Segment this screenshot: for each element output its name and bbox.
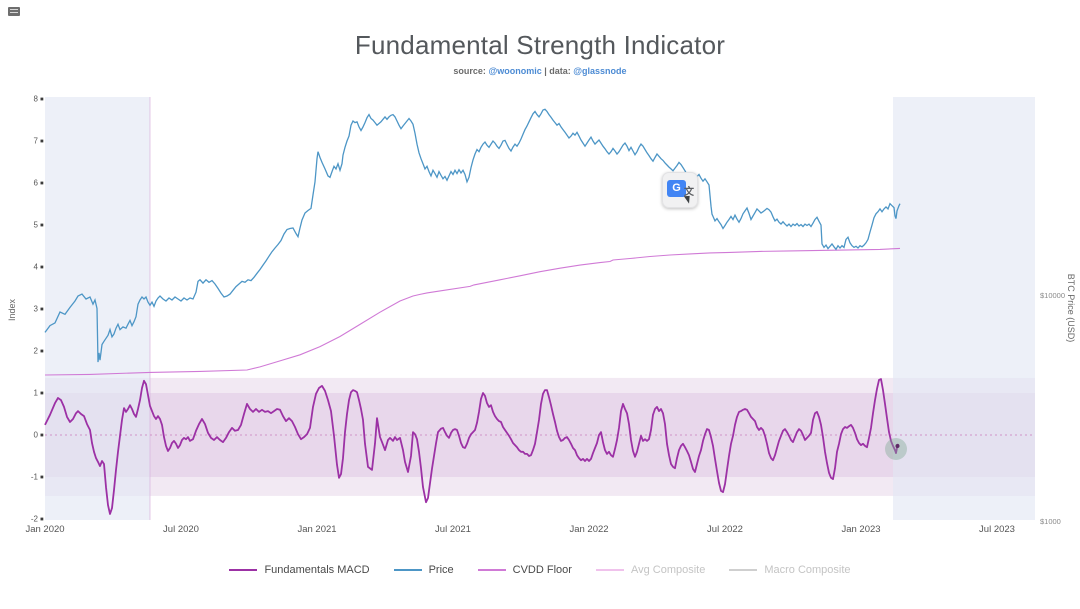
y-left-tick-mark bbox=[40, 139, 44, 143]
y-left-tick-label: -2 bbox=[31, 515, 39, 524]
y-left-tick-label: 4 bbox=[34, 263, 39, 272]
x-tick-label: Jan 2021 bbox=[297, 524, 336, 535]
y-left-tick-label: 6 bbox=[34, 179, 39, 188]
translate-zh-glyph: 文 bbox=[684, 187, 694, 198]
google-translate-icon: G bbox=[667, 180, 686, 197]
legend: Fundamentals MACD Price CVDD Floor Avg Comp… bbox=[0, 564, 1080, 576]
y-left-tick-label: 2 bbox=[34, 347, 39, 356]
x-axis-ticks: Jan 2020 Jul 2020 Jan 2021 Jul 2021 Jan 2022… bbox=[25, 524, 1015, 535]
y-left-tick-label: 7 bbox=[34, 137, 39, 146]
macd-line bbox=[44, 378, 899, 515]
legend-item[interactable]: CVDD Floor bbox=[477, 564, 572, 576]
x-tick-label: Jul 2022 bbox=[707, 524, 743, 535]
legend-swatch bbox=[393, 569, 422, 571]
google-translate-button[interactable]: G 文 bbox=[662, 172, 698, 208]
legend-swatch bbox=[729, 569, 758, 571]
touch-indicator bbox=[885, 438, 907, 460]
legend-label: Fundamentals MACD bbox=[264, 564, 370, 576]
legend-item[interactable]: Price bbox=[393, 564, 454, 576]
y-axis-left-ticks: 8 7 6 5 4 3 2 1 0 -1 -2 bbox=[31, 95, 44, 524]
legend-item[interactable]: Macro Composite bbox=[729, 564, 851, 576]
corner-mark bbox=[8, 7, 20, 16]
subtitle-separator: | bbox=[541, 66, 550, 76]
y-left-tick-mark bbox=[40, 97, 44, 101]
y-axis-right-title: BTC Price (USD) bbox=[1066, 274, 1076, 343]
y-right-tick-label: $1000 bbox=[1040, 517, 1061, 526]
right-shaded-region bbox=[893, 97, 1035, 520]
price-line bbox=[44, 108, 901, 363]
data-label: data: bbox=[549, 66, 574, 76]
y-left-tick-label: 0 bbox=[34, 431, 39, 440]
legend-label: Price bbox=[428, 564, 454, 576]
y-left-tick-label: 8 bbox=[34, 95, 39, 104]
legend-label: CVDD Floor bbox=[512, 564, 572, 576]
y-left-tick-mark bbox=[40, 307, 44, 311]
x-tick-label: Jan 2023 bbox=[841, 524, 880, 535]
legend-swatch bbox=[477, 569, 506, 571]
legend-item[interactable]: Avg Composite bbox=[595, 564, 706, 576]
legend-label: Avg Composite bbox=[630, 564, 706, 576]
source-handle-link[interactable]: @woonomic bbox=[488, 66, 542, 76]
y-left-tick-label: 3 bbox=[34, 305, 39, 314]
cvdd-floor-line bbox=[44, 247, 901, 376]
y-left-tick-mark bbox=[40, 475, 44, 479]
y-left-tick-mark bbox=[40, 265, 44, 269]
y-right-tick-label: $10000 bbox=[1040, 291, 1065, 300]
y-left-tick-mark bbox=[40, 349, 44, 353]
chart-subtitle: source: @woonomic | data: @glassnode bbox=[0, 66, 1080, 76]
y-left-tick-mark bbox=[40, 433, 44, 437]
x-tick-label: Jan 2022 bbox=[569, 524, 608, 535]
x-tick-label: Jul 2020 bbox=[163, 524, 199, 535]
y-left-tick-label: 1 bbox=[34, 389, 39, 398]
legend-item[interactable]: Fundamentals MACD bbox=[229, 564, 370, 576]
x-tick-label: Jul 2023 bbox=[979, 524, 1015, 535]
chart-title: Fundamental Strength Indicator bbox=[354, 30, 726, 60]
y-left-tick-mark bbox=[40, 517, 44, 521]
y-left-tick-mark bbox=[40, 181, 44, 185]
legend-label: Macro Composite bbox=[764, 564, 851, 576]
x-tick-label: Jan 2020 bbox=[25, 524, 64, 535]
y-left-tick-label: -1 bbox=[31, 473, 39, 482]
x-tick-label: Jul 2021 bbox=[435, 524, 471, 535]
y-left-tick-label: 5 bbox=[34, 221, 39, 230]
y-left-tick-mark bbox=[40, 223, 44, 227]
source-label: source: bbox=[453, 66, 489, 76]
y-axis-left-title: Index bbox=[7, 298, 17, 321]
y-left-tick-mark bbox=[40, 391, 44, 395]
legend-swatch bbox=[229, 569, 258, 571]
y-axis-right-ticks: $10000 $1000 bbox=[1040, 291, 1065, 526]
macd-end-dot bbox=[895, 444, 900, 448]
data-handle-link[interactable]: @glassnode bbox=[573, 66, 627, 76]
legend-swatch bbox=[595, 569, 624, 571]
